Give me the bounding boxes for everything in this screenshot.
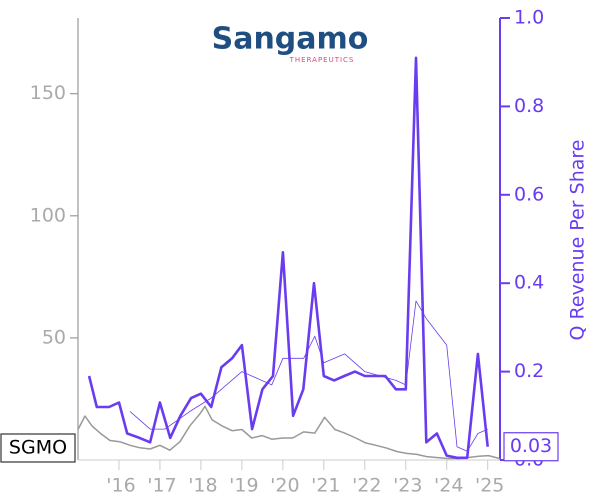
x-tick-label: '21 — [311, 475, 340, 497]
x-tick-label: '17 — [147, 475, 176, 497]
ticker-label: SGMO — [9, 437, 67, 459]
last-value-label: 0.03 — [510, 435, 552, 457]
x-tick-label: '16 — [106, 475, 135, 497]
y2-tick-label: 0.6 — [514, 183, 544, 205]
logo-tagline: THERAPEUTICS — [289, 56, 355, 64]
y2-tick-label: 0.4 — [514, 272, 544, 294]
ticker-box — [0, 433, 76, 463]
x-tick-label: '20 — [270, 475, 299, 497]
last-value-box — [503, 432, 559, 462]
y2-tick-label: 0.8 — [514, 95, 544, 117]
logo-name: Sangamo — [212, 22, 369, 57]
y-tick-label: 150 — [30, 82, 66, 104]
series-line — [77, 405, 500, 460]
x-tick-label: '19 — [229, 475, 258, 497]
y2-tick-label: 0.2 — [514, 360, 544, 382]
x-tick-label: '25 — [475, 475, 504, 497]
x-tick-label: '22 — [352, 475, 381, 497]
y-tick-label: 50 — [42, 326, 66, 348]
x-tick-label: '24 — [434, 475, 463, 497]
y2-axis-label: Q Revenue Per Share — [567, 140, 589, 341]
y2-tick-label: 1.0 — [514, 7, 544, 29]
x-tick-label: '18 — [188, 475, 217, 497]
y-tick-label: 100 — [30, 204, 66, 226]
series-line — [87, 56, 489, 460]
x-tick-label: '23 — [393, 475, 422, 497]
series-line — [129, 300, 488, 452]
